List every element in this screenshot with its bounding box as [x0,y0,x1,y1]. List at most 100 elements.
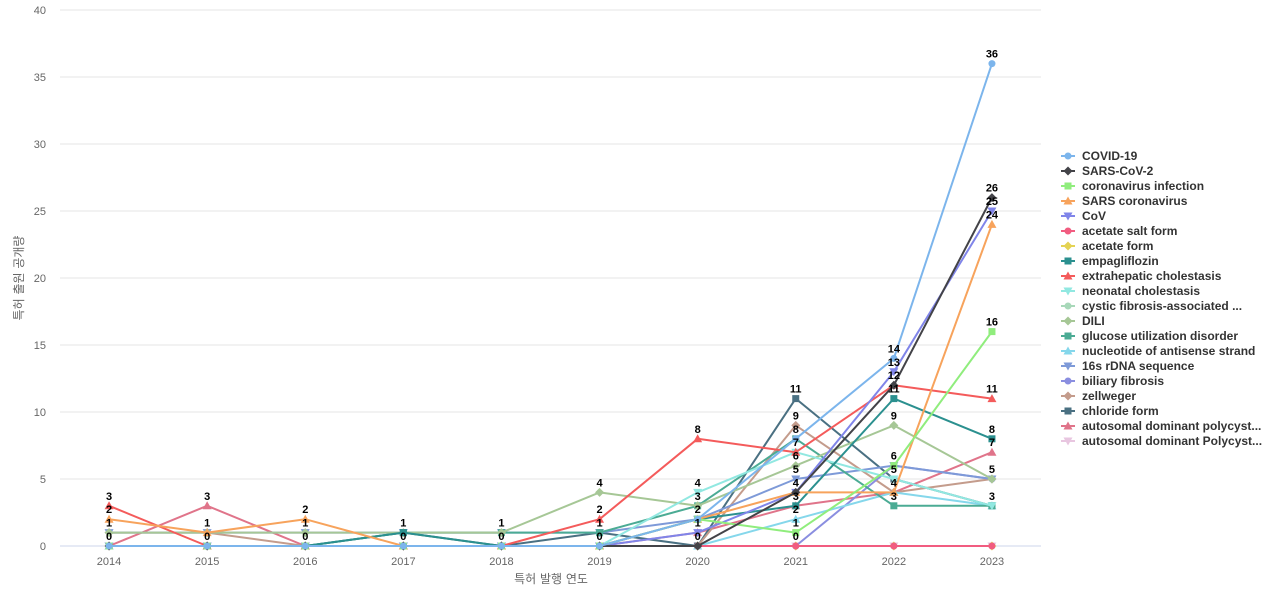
point-marker [890,354,898,362]
series-empagliflozin [105,395,996,550]
point-marker [791,447,801,456]
point-marker [889,368,899,377]
y-tick-label: 25 [34,206,46,218]
data-label: 8 [695,424,701,436]
point-marker [693,541,703,551]
point-marker [987,219,997,228]
legend-item: SARS coronavirus [1061,194,1188,208]
data-label: 26 [986,183,998,195]
point-marker [202,501,212,510]
legend-item: chloride form [1061,404,1159,418]
legend-item: zellweger [1061,389,1136,403]
x-tick-label: 2020 [685,556,709,568]
point-marker [890,395,898,403]
legend-label: extrahepatic cholestasis [1082,269,1222,283]
y-axis: 0 5 10 15 20 25 30 35 40 [34,5,46,553]
series-16s-rdna-sequence [104,462,997,538]
legend-item: coronavirus infection [1061,179,1204,193]
data-label: 4 [891,477,898,489]
series-cov [104,207,997,551]
data-label: 3 [793,491,799,503]
y-axis-title: 특허 출원 공개량 [12,236,26,321]
point-marker [694,515,702,523]
series-extrahepatic-cholestasis [104,380,997,550]
data-label: 4 [793,477,800,489]
data-label: 3 [204,491,210,503]
point-marker [987,193,997,203]
series-group [104,60,997,551]
legend-item: empagliflozin [1061,254,1159,268]
point-marker [497,542,505,550]
legend-label: zellweger [1082,389,1136,403]
point-marker [1064,407,1072,415]
point-marker [890,462,898,470]
data-label: 0 [302,531,308,543]
y-tick-label: 15 [34,340,46,352]
data-label: 1 [400,518,406,530]
data-label: 3 [106,491,112,503]
point-marker [889,420,899,430]
y-tick-label: 30 [34,139,46,151]
series-chloride-form [105,395,996,550]
data-label: 1 [204,518,210,530]
y-tick-label: 40 [34,5,46,17]
data-label: 0 [106,531,112,543]
data-label: 4 [695,477,702,489]
data-label: 5 [891,464,897,476]
legend-item: biliary fibrosis [1061,374,1164,388]
point-marker [104,501,114,510]
point-marker [693,529,703,538]
y-tick-label: 5 [40,474,46,486]
data-label: 9 [891,410,897,422]
legend-item: acetate form [1061,239,1153,253]
y-tick-label: 0 [40,541,46,553]
point-marker [791,487,801,497]
series-line [109,464,993,534]
series-line [109,464,993,547]
data-label: 6 [793,451,799,463]
legend-label: coronavirus infection [1082,179,1204,193]
data-label: 5 [793,464,799,476]
point-marker [1063,346,1073,355]
legend-label: SARS coronavirus [1082,194,1188,208]
legend-item: SARS-CoV-2 [1061,164,1154,178]
data-label: 2 [793,504,799,516]
data-label: 12 [888,370,900,382]
legend-label: cystic fibrosis-associated ... [1082,299,1242,313]
point-marker [792,502,800,510]
legend-label: nucleotide of antisense strand [1082,344,1255,358]
x-tick-label: 2016 [293,556,317,568]
legend-item: DILI [1061,314,1105,328]
point-marker [889,475,899,484]
data-label: 13 [888,357,900,369]
point-marker [791,420,801,430]
point-marker [693,434,703,443]
x-tick-label: 2021 [784,556,808,568]
point-marker [988,542,996,550]
point-marker [1064,182,1072,190]
point-marker [1063,391,1073,401]
legend-label: acetate salt form [1082,224,1177,238]
legend-item: autosomal dominant Polycyst... [1061,434,1262,448]
data-label: 0 [400,531,406,543]
x-axis-title: 특허 발행 연도 [514,571,588,586]
data-label: 25 [986,196,998,208]
legend-label: acetate form [1082,239,1153,253]
data-label: 11 [790,384,802,396]
point-marker [987,502,997,511]
point-marker [105,542,113,550]
point-marker [1063,316,1073,326]
grid [60,9,1041,547]
point-marker [988,328,996,336]
point-marker [792,395,800,403]
data-label: 3 [989,491,995,503]
point-marker [1063,241,1073,251]
legend-item: COVID-19 [1061,149,1138,163]
legend-label: SARS-CoV-2 [1082,164,1154,178]
y-tick-label: 35 [34,72,46,84]
point-marker [300,528,310,538]
legend-label: DILI [1082,314,1105,328]
point-marker [988,60,996,68]
point-marker [987,474,997,484]
